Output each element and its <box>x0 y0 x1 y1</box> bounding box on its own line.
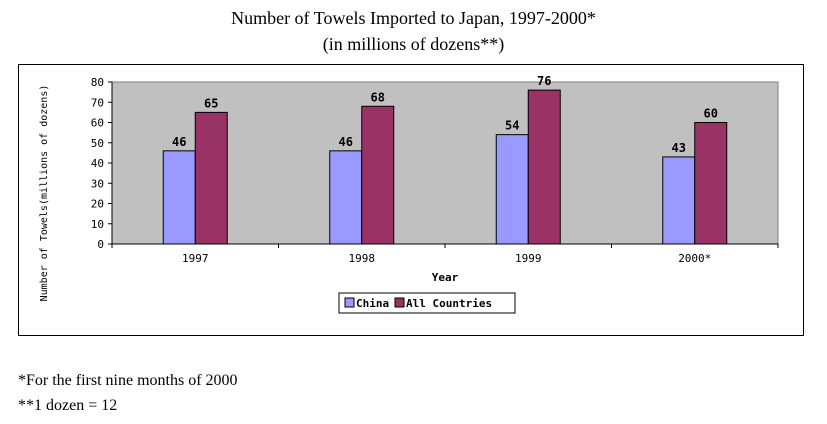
x-axis-title: Year <box>432 271 459 284</box>
bar-all-countries <box>194 111 228 245</box>
y-axis-title: Number of Towels(millions of dozens) <box>39 85 50 302</box>
bar-all-countries <box>527 89 561 245</box>
legend-box <box>338 292 516 314</box>
y-tick-label: 20 <box>91 198 104 211</box>
chart-subtitle: (in millions of dozens**) <box>322 34 505 54</box>
legend-label: All Countries <box>406 297 492 310</box>
y-tick-label: 80 <box>91 76 104 89</box>
data-label: 46 <box>172 135 186 149</box>
y-tick-label: 0 <box>97 238 104 251</box>
x-tick-label: 2000* <box>678 252 711 265</box>
chart-frame: 0 10 20 30 40 50 60 70 80 1997 46 65 1998 46 68 1999 54 7… <box>18 64 804 336</box>
x-tick-label: 1997 <box>182 252 209 265</box>
bar-china <box>329 150 363 245</box>
bar-china <box>162 150 196 245</box>
y-tick-label: 70 <box>91 96 104 109</box>
x-tick-label: 1998 <box>349 252 376 265</box>
footnote-2: **1 dozen = 12 <box>18 397 118 414</box>
bar-chart: 0 10 20 30 40 50 60 70 80 1997 46 65 1998 46 68 1999 54 7… <box>39 74 779 314</box>
y-tick-label: 40 <box>91 157 104 170</box>
data-label: 76 <box>537 74 551 88</box>
legend-swatch-all-countries <box>394 297 405 308</box>
y-tick-label: 50 <box>91 137 104 150</box>
y-tick-label: 10 <box>91 218 104 231</box>
bar-china <box>495 134 529 245</box>
x-tick-label: 1999 <box>515 252 542 265</box>
bar-all-countries <box>694 122 728 245</box>
data-label: 43 <box>672 141 686 155</box>
data-label: 68 <box>371 90 385 104</box>
bar-china <box>662 156 696 245</box>
legend-label: China <box>356 297 389 310</box>
data-label: 46 <box>339 135 353 149</box>
data-label: 65 <box>204 96 218 110</box>
legend-swatch-china <box>344 297 355 308</box>
bar-all-countries <box>361 105 395 245</box>
footnote-1: *For the first nine months of 2000 <box>18 372 238 389</box>
data-label: 54 <box>505 119 519 133</box>
y-tick-label: 60 <box>91 117 104 130</box>
y-tick-label: 30 <box>91 177 104 190</box>
chart-title: Number of Towels Imported to Japan, 1997… <box>231 8 596 28</box>
data-label: 60 <box>704 107 718 121</box>
